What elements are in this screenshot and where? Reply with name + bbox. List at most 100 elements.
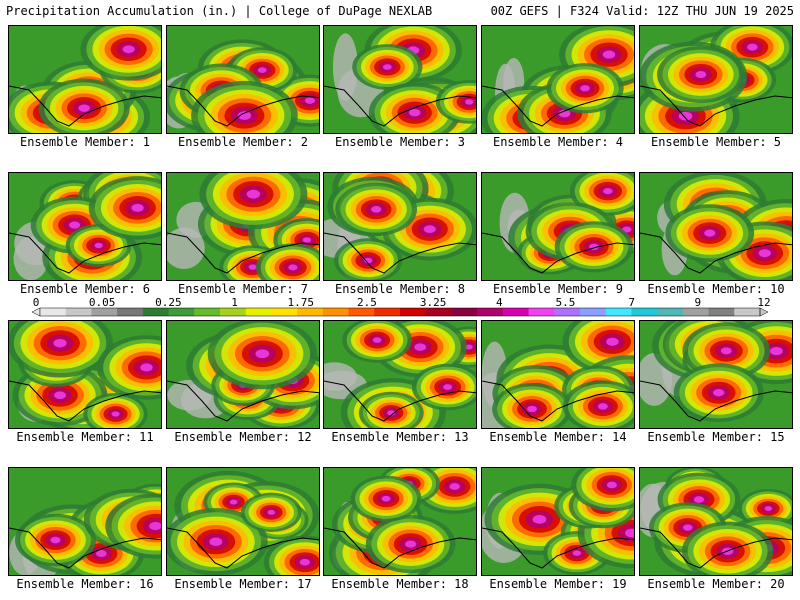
color-scale: 0 0.05 0.25 1 1.75 2.5 3.25 4 5.5 7 9 12	[31, 296, 771, 317]
scale-tick-label: 0	[33, 296, 40, 309]
scale-tick-label: 9	[695, 296, 702, 309]
precip-field-1	[9, 26, 161, 133]
scale-swatch	[117, 308, 144, 316]
ensemble-member-label: Ensemble Member: 9	[492, 282, 624, 296]
ensemble-panel-16	[8, 467, 162, 576]
scale-tick-label: 7	[628, 296, 635, 309]
scale-swatch	[297, 308, 324, 316]
ensemble-panel-4	[481, 25, 635, 134]
precip-field-17	[167, 470, 319, 575]
ensemble-member-label: Ensemble Member: 12	[174, 430, 312, 444]
precip-field-3	[324, 26, 476, 133]
scale-tick-label: 2.5	[357, 296, 377, 309]
scale-swatch	[580, 308, 607, 316]
ensemble-panel-10	[639, 172, 793, 281]
ensemble-panel-17	[166, 467, 320, 576]
ensemble-member-label: Ensemble Member: 10	[647, 282, 785, 296]
ensemble-member-label: Ensemble Member: 6	[19, 282, 151, 296]
scale-swatch	[65, 308, 92, 316]
precip-field-15	[640, 321, 792, 423]
ensemble-panel-20	[639, 467, 793, 576]
scale-swatch	[194, 308, 221, 316]
ensemble-panel-8	[323, 172, 477, 281]
ensemble-member-label: Ensemble Member: 18	[331, 577, 469, 591]
ensemble-panel-2	[166, 25, 320, 134]
precip-field-12	[167, 321, 319, 428]
scale-swatch	[400, 308, 427, 316]
scale-swatch	[734, 308, 761, 316]
scale-swatch	[631, 308, 658, 316]
scale-swatch	[142, 308, 170, 316]
scale-swatch	[425, 308, 452, 316]
map-title: Precipitation Accumulation (in.) | Colle…	[6, 4, 433, 18]
precip-field-6	[9, 173, 161, 280]
ensemble-member-label: Ensemble Member: 17	[174, 577, 312, 591]
ensemble-member-label: Ensemble Member: 20	[647, 577, 785, 591]
precip-field-2	[167, 39, 319, 133]
scale-swatch	[245, 308, 272, 316]
ensemble-member-label: Ensemble Member: 11	[16, 430, 154, 444]
precip-field-16	[9, 483, 161, 575]
ensemble-panel-1	[8, 25, 162, 134]
ensemble-panel-6	[8, 172, 162, 281]
scale-swatch	[477, 308, 504, 316]
precip-field-7	[167, 173, 319, 280]
ensemble-member-label: Ensemble Member: 2	[177, 135, 309, 149]
precip-field-14	[482, 321, 634, 428]
precip-field-5	[640, 26, 792, 133]
scale-swatch	[168, 308, 195, 316]
ensemble-panel-12	[166, 320, 320, 429]
scale-swatch	[554, 308, 581, 316]
scale-swatch	[322, 308, 350, 316]
scale-tick-label: 0.25	[155, 296, 182, 309]
scale-min-arrow	[31, 307, 41, 317]
scale-swatch	[682, 308, 710, 316]
scale-tick-label: 12	[757, 296, 770, 309]
precip-field-9	[482, 173, 634, 275]
ensemble-panel-15	[639, 320, 793, 429]
scale-swatch	[605, 308, 632, 316]
ensemble-panel-9	[481, 172, 635, 281]
scale-swatch	[271, 308, 298, 316]
ensemble-member-label: Ensemble Member: 5	[650, 135, 782, 149]
precip-field-8	[324, 173, 476, 280]
ensemble-panel-18	[323, 467, 477, 576]
ensemble-member-label: Ensemble Member: 13	[331, 430, 469, 444]
scale-tick-label: 5.5	[556, 296, 576, 309]
scale-max-arrow	[759, 307, 769, 317]
scale-swatch	[708, 308, 735, 316]
scale-tick-label: 1.75	[287, 296, 314, 309]
ensemble-panel-11	[8, 320, 162, 429]
scale-swatch	[374, 308, 401, 316]
scale-tick-label: 3.25	[420, 296, 447, 309]
precip-field-4	[482, 26, 634, 133]
scale-tick-label: 1	[231, 296, 238, 309]
ensemble-panel-7	[166, 172, 320, 281]
scale-swatch	[528, 308, 555, 316]
ensemble-member-label: Ensemble Member: 8	[334, 282, 466, 296]
precip-field-13	[324, 321, 476, 428]
scale-swatch	[91, 308, 118, 316]
ensemble-member-label: Ensemble Member: 16	[16, 577, 154, 591]
ensemble-panel-3	[323, 25, 477, 134]
ensemble-panel-13	[323, 320, 477, 429]
ensemble-panel-19	[481, 467, 635, 576]
precip-field-10	[640, 173, 792, 280]
scale-swatch	[451, 308, 478, 316]
scale-tick-label: 0.05	[89, 296, 116, 309]
scale-swatch	[40, 308, 67, 316]
ensemble-panel-14	[481, 320, 635, 429]
ensemble-member-label: Ensemble Member: 15	[647, 430, 785, 444]
precip-field-19	[482, 468, 634, 575]
precip-field-18	[324, 468, 476, 575]
run-valid-time: 00Z GEFS | F324 Valid: 12Z THU JUN 19 20…	[490, 4, 794, 18]
scale-swatch	[220, 308, 247, 316]
ensemble-member-label: Ensemble Member: 19	[489, 577, 627, 591]
scale-swatch	[348, 308, 375, 316]
precip-field-20	[640, 468, 792, 575]
ensemble-panel-5	[639, 25, 793, 134]
ensemble-member-label: Ensemble Member: 14	[489, 430, 627, 444]
ensemble-member-label: Ensemble Member: 1	[19, 135, 151, 149]
ensemble-member-label: Ensemble Member: 3	[334, 135, 466, 149]
ensemble-member-label: Ensemble Member: 7	[177, 282, 309, 296]
